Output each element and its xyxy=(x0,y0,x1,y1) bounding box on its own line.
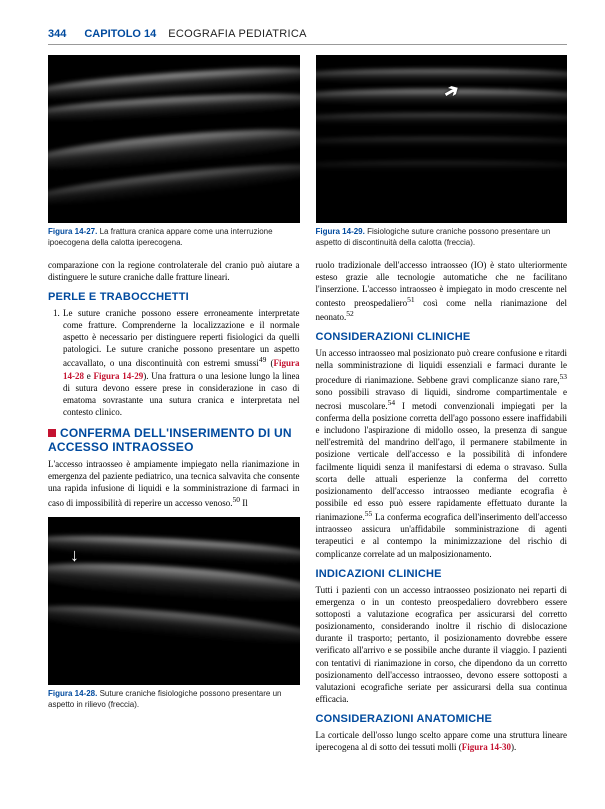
section-conferma: CONFERMA DELL'INSERIMENTO DI UN ACCESSO … xyxy=(48,426,300,454)
right-column: ➔ Figura 14-29. Fisiologiche suture cran… xyxy=(316,55,568,761)
figure-29-image: ➔ xyxy=(316,55,568,223)
right-paragraph-2: Un accesso intraosseo mal posizionato pu… xyxy=(316,347,568,559)
list-item-1: Le suture craniche possono essere errone… xyxy=(62,307,300,418)
arrow-icon: ↓ xyxy=(70,545,79,566)
section-indicazioni-cliniche: INDICAZIONI CLINICHE xyxy=(316,568,568,580)
figure-28-image: ↓ xyxy=(48,517,300,685)
section-perle: PERLE E TRABOCCHETTI xyxy=(48,291,300,303)
page-header: 344 CAPITOLO 14 ECOGRAFIA PEDIATRICA xyxy=(48,28,567,45)
figure-27-caption: Figura 14-27. La frattura cranica appare… xyxy=(48,227,300,249)
figure-29-caption: Figura 14-29. Fisiologiche suture cranic… xyxy=(316,227,568,249)
content-columns: Figura 14-27. La frattura cranica appare… xyxy=(48,55,567,761)
figure-28-caption: Figura 14-28. Suture craniche fisiologic… xyxy=(48,689,300,711)
figure-27-number: Figura 14-27. xyxy=(48,227,97,236)
numbered-list: Le suture craniche possono essere errone… xyxy=(62,307,300,418)
section-considerazioni-anatomiche: CONSIDERAZIONI ANATOMICHE xyxy=(316,713,568,725)
chapter-label: CAPITOLO 14 xyxy=(84,28,156,40)
right-paragraph-4: La corticale dell'osso lungo scelto appa… xyxy=(316,729,568,753)
right-paragraph-1: ruolo tradizionale dell'accesso intraoss… xyxy=(316,259,568,324)
figure-27-image xyxy=(48,55,300,223)
left-column: Figura 14-27. La frattura cranica appare… xyxy=(48,55,300,761)
right-paragraph-3: Tutti i pazienti con un accesso intraoss… xyxy=(316,584,568,705)
page-number: 344 xyxy=(48,28,66,40)
left-paragraph-2: L'accesso intraosseo è ampiamente impieg… xyxy=(48,458,300,509)
figure-28-number: Figura 14-28. xyxy=(48,689,97,698)
section-marker-icon xyxy=(48,429,56,437)
section-considerazioni-cliniche: CONSIDERAZIONI CLINICHE xyxy=(316,331,568,343)
figure-29-number: Figura 14-29. xyxy=(316,227,365,236)
left-paragraph-1: comparazione con la regione controlatera… xyxy=(48,259,300,283)
chapter-title: ECOGRAFIA PEDIATRICA xyxy=(168,28,306,40)
